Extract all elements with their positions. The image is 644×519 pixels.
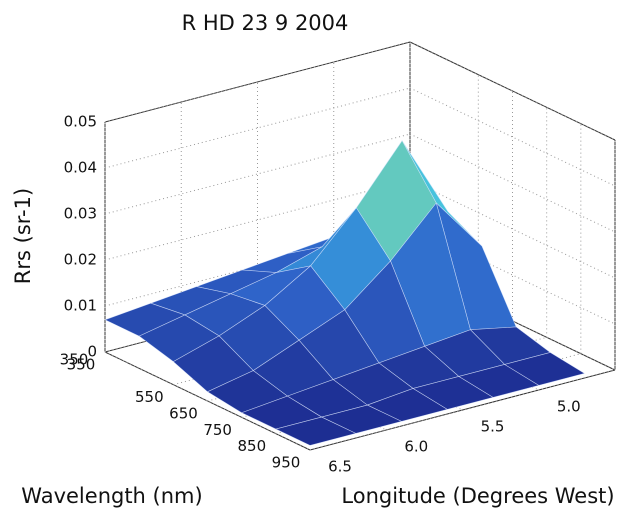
x-tick-label: 550 (135, 388, 164, 406)
grid-line (309, 369, 616, 451)
corner-label: 350 (60, 351, 89, 369)
grid-line (104, 179, 411, 261)
grid-line (104, 41, 411, 123)
z-tick-label: 0.01 (64, 297, 97, 315)
y-tick-label: 6.0 (404, 438, 428, 456)
x-tick-label: 650 (169, 405, 198, 423)
grid-line (104, 87, 411, 169)
grid-line (104, 225, 411, 307)
grid-line (104, 133, 411, 215)
x-tick-label: 950 (272, 454, 301, 472)
chart-title: R HD 23 9 2004 (182, 11, 349, 35)
y-tick-label: 5.5 (481, 418, 505, 436)
z-axis-label: Rrs (sr-1) (11, 188, 35, 284)
y-axis-label: Longitude (Degrees West) (341, 484, 614, 508)
x-axis-label: Wavelength (nm) (21, 484, 202, 508)
y-tick-label: 5.0 (557, 398, 581, 416)
z-tick-label: 0.04 (64, 159, 97, 177)
z-tick-label: 0.03 (64, 205, 97, 223)
box-edge (409, 41, 616, 141)
x-tick-label: 350 (67, 356, 96, 374)
x-tick-label: 850 (238, 437, 267, 455)
y-tick-label: 6.5 (328, 458, 352, 476)
x-tick-label: 750 (203, 421, 232, 439)
z-tick-label: 0 (87, 343, 97, 361)
surface-patch (274, 416, 357, 446)
z-tick-label: 0.02 (64, 251, 97, 269)
z-tick-label: 0.05 (64, 113, 97, 131)
